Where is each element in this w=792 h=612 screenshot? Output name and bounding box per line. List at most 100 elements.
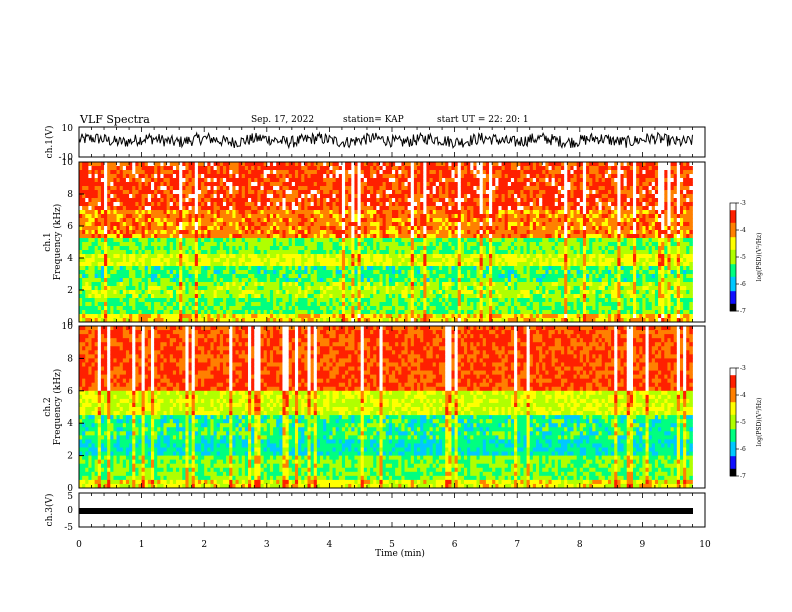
spectrogram-cell (241, 178, 246, 183)
spectrogram-cell (150, 294, 155, 299)
spectrogram-cell (241, 258, 246, 263)
spectrogram-cell (251, 226, 255, 231)
spectrogram-cell (282, 182, 286, 187)
spectrogram-cell (204, 246, 208, 251)
spectrogram-cell (410, 278, 415, 283)
spectrogram-cell (366, 170, 371, 175)
spectrogram-cell (429, 170, 434, 175)
spectrogram-cell (79, 166, 83, 171)
spectrogram-cell (413, 278, 418, 283)
spectrogram-cell (147, 254, 152, 259)
spectrogram-cell (273, 274, 277, 279)
spectrogram-cell (338, 170, 343, 175)
spectrogram-cell (94, 318, 99, 323)
spectrogram-cell (144, 242, 149, 247)
spectrogram-cell (304, 210, 308, 215)
spectrogram-cell (226, 298, 230, 303)
spectrogram-cell (201, 202, 205, 207)
spectrogram-cell (298, 262, 302, 267)
spectrogram-cell (135, 254, 139, 259)
spectrogram-cell (357, 234, 362, 239)
spectrogram-cell (232, 210, 236, 215)
spectrogram-cell (79, 306, 83, 311)
spectrogram-cell (248, 282, 252, 287)
spectrogram-cell (85, 234, 89, 239)
spectrogram-cell (366, 166, 371, 171)
spectrogram-cell (104, 190, 108, 195)
spectrogram-cell (185, 262, 189, 267)
spectrogram-cell (417, 286, 421, 291)
spectrogram-cell (288, 258, 293, 263)
spectrogram-cell (294, 234, 299, 239)
spectrogram-cell (276, 274, 280, 279)
spectrogram-cell (288, 174, 293, 179)
spectrogram-cell (417, 166, 421, 171)
spectrogram-cell (426, 178, 430, 183)
spectrogram-cell (360, 206, 365, 211)
spectrogram-cell (332, 282, 337, 287)
spectrogram-cell (91, 218, 96, 223)
spectrogram-cell (79, 302, 83, 307)
spectrogram-cell (379, 266, 384, 271)
spectrogram-cell (407, 306, 412, 311)
spectrogram-cell (216, 302, 221, 307)
spectrogram-cell (82, 242, 86, 247)
spectrogram-cell (210, 298, 214, 303)
spectrogram-cell (263, 210, 268, 215)
spectrogram-cell (226, 274, 230, 279)
spectrogram-cell (320, 306, 324, 311)
spectrogram-cell (144, 282, 149, 287)
spectrogram-cell (122, 206, 127, 211)
spectrogram-cell (432, 230, 437, 235)
spectrogram-cell (100, 258, 105, 263)
spectrogram-cell (172, 226, 177, 231)
spectrogram-cell (423, 182, 427, 187)
spectrogram-cell (210, 254, 214, 259)
spectrogram-cell (379, 162, 384, 167)
spectrogram-cell (147, 214, 152, 219)
spectrogram-cell (442, 306, 446, 311)
spectrogram-cell (467, 230, 471, 235)
spectrogram-cell (338, 202, 343, 207)
spectrogram-cell (392, 206, 396, 211)
spectrogram-cell (329, 162, 333, 167)
spectrogram-cell (279, 206, 283, 211)
spectrogram-cell (429, 238, 434, 243)
spectrogram-cell (407, 290, 412, 295)
spectrogram-cell (357, 222, 362, 227)
spectrogram-cell (254, 274, 258, 279)
spectrogram-cell (429, 214, 434, 219)
spectrogram-cell (216, 242, 221, 247)
spectrogram-cell (88, 230, 92, 235)
spectrogram-cell (125, 206, 130, 211)
spectrogram-cell (185, 222, 189, 227)
spectrogram-cell (207, 302, 211, 307)
spectrogram-cell (413, 186, 418, 191)
spectrogram-cell (260, 162, 265, 167)
spectrogram-cell (179, 310, 183, 315)
spectrogram-cell (463, 262, 468, 267)
spectrogram-cell (150, 302, 155, 307)
spectrogram-cell (376, 266, 380, 271)
spectrogram-cell (260, 278, 265, 283)
spectrogram-cell (263, 170, 268, 175)
spectrogram-cell (251, 166, 255, 171)
spectrogram-cell (172, 294, 177, 299)
spectrogram-cell (376, 290, 380, 295)
spectrogram-cell (326, 226, 330, 231)
spectrogram-cell (191, 282, 196, 287)
spectrogram-cell (185, 238, 189, 243)
spectrogram-cell (417, 246, 421, 251)
spectrogram-cell (251, 246, 255, 251)
spectrogram-cell (404, 318, 409, 323)
spectrogram-cell (113, 190, 117, 195)
spectrogram-cell (279, 202, 283, 207)
spectrogram-cell (457, 262, 462, 267)
spectrogram-cell (141, 162, 146, 167)
spectrogram-cell (160, 246, 164, 251)
spectrogram-cell (91, 194, 96, 199)
spectrogram-cell (263, 302, 268, 307)
spectrogram-cell (85, 214, 89, 219)
spectrogram-cell (100, 238, 105, 243)
spectrogram-cell (179, 186, 183, 191)
